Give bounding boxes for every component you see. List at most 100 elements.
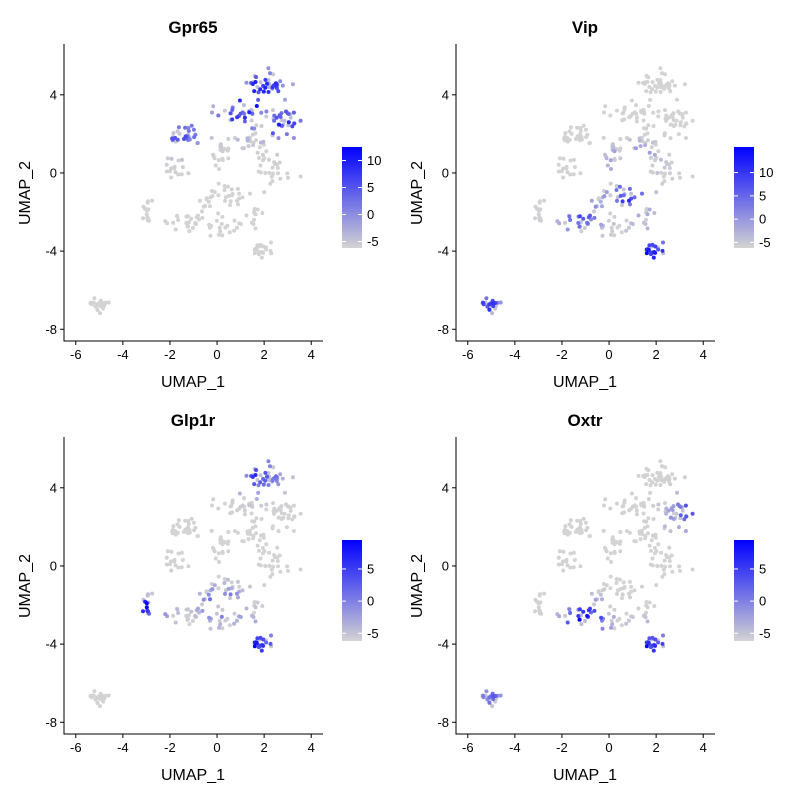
cell-point <box>655 478 660 483</box>
cell-point <box>644 610 648 615</box>
cell-point <box>649 538 654 543</box>
cell-point <box>634 115 639 120</box>
cell-point <box>584 135 589 140</box>
cell-point <box>624 228 629 233</box>
cell-point <box>268 641 273 646</box>
cell-point <box>193 613 198 618</box>
cell-point <box>653 637 658 642</box>
cell-point <box>557 221 562 226</box>
cell-point <box>265 81 269 86</box>
cell-point <box>212 583 217 588</box>
cell-point <box>563 613 568 618</box>
cell-point <box>173 563 178 568</box>
cell-point <box>577 617 582 622</box>
cell-point <box>602 194 607 199</box>
cell-point <box>663 108 667 113</box>
cell-point <box>646 104 651 108</box>
cell-point <box>568 158 573 163</box>
cell-point <box>292 514 297 519</box>
cell-point <box>670 79 675 84</box>
cell-point <box>617 223 622 228</box>
cell-point <box>254 531 258 536</box>
cell-point <box>225 616 230 621</box>
cell-point <box>284 132 289 137</box>
cell-point <box>219 537 224 542</box>
y-axis-label: UMAP_2 <box>17 161 34 225</box>
cell-point <box>578 564 583 569</box>
cell-point <box>645 75 650 79</box>
cell-point <box>250 504 255 509</box>
cell-point <box>567 607 572 612</box>
cell-point <box>185 607 190 612</box>
x-tick-label: -6 <box>70 347 82 362</box>
legend-tick-label: -5 <box>759 626 771 641</box>
cell-point <box>622 107 627 112</box>
cell-point <box>646 497 651 501</box>
cell-point <box>614 108 619 113</box>
cell-point <box>614 501 619 506</box>
cell-point <box>257 155 261 160</box>
cell-point <box>620 592 625 597</box>
cell-point <box>253 212 258 217</box>
cell-point <box>145 592 150 597</box>
cell-point <box>268 71 272 76</box>
cell-point <box>598 592 603 597</box>
cell-point <box>556 562 561 567</box>
cell-point <box>251 143 256 148</box>
cell-point <box>587 534 592 539</box>
cell-point <box>615 618 620 623</box>
cell-point <box>658 459 663 464</box>
y-axis-ticks: -8 -4 0 4 <box>45 87 64 337</box>
cell-point <box>258 556 263 561</box>
cell-point <box>568 565 573 570</box>
cell-point <box>639 110 644 115</box>
cell-point <box>169 549 174 554</box>
cell-point <box>657 474 661 479</box>
cell-point <box>583 127 588 132</box>
cell-point <box>585 220 590 225</box>
cell-point <box>644 207 649 211</box>
cell-point <box>675 97 679 102</box>
cell-point <box>656 149 661 154</box>
cell-point <box>647 636 652 641</box>
cell-point <box>612 551 617 555</box>
cell-point <box>271 72 276 77</box>
cell-point <box>278 176 283 181</box>
cell-point <box>680 115 685 120</box>
cell-point <box>200 215 205 220</box>
cell-point <box>668 482 673 487</box>
cell-point <box>144 212 149 217</box>
cell-point <box>662 558 667 563</box>
cell-point <box>542 591 547 596</box>
cell-point <box>204 589 209 594</box>
cell-point <box>666 115 671 120</box>
legend-tick-label: 0 <box>759 594 766 609</box>
cell-point <box>667 545 672 550</box>
cell-point <box>179 550 184 555</box>
cell-point <box>660 181 665 186</box>
cell-point <box>255 543 260 548</box>
cell-point <box>204 196 209 201</box>
axis-lines <box>63 44 323 342</box>
cell-point <box>658 90 663 94</box>
cell-point <box>646 640 651 645</box>
cell-point <box>628 595 632 600</box>
cell-point <box>263 478 268 483</box>
cell-point <box>258 242 263 247</box>
cell-point <box>536 208 541 213</box>
cell-point <box>246 537 251 542</box>
cell-point <box>209 135 214 140</box>
cell-point <box>175 214 180 219</box>
cell-point <box>244 473 249 478</box>
cell-point <box>487 307 492 312</box>
x-axis-ticks: -6 -4 -2 0 2 4 <box>70 341 315 362</box>
cell-point <box>656 542 661 547</box>
cell-point <box>577 224 582 229</box>
cell-point <box>175 607 180 612</box>
cell-point <box>252 482 257 487</box>
cell-point <box>173 170 178 175</box>
cell-point <box>193 525 198 530</box>
cell-point <box>229 187 234 192</box>
cell-point <box>200 209 204 214</box>
color-legend: 10 5 0 -5 <box>734 147 773 250</box>
